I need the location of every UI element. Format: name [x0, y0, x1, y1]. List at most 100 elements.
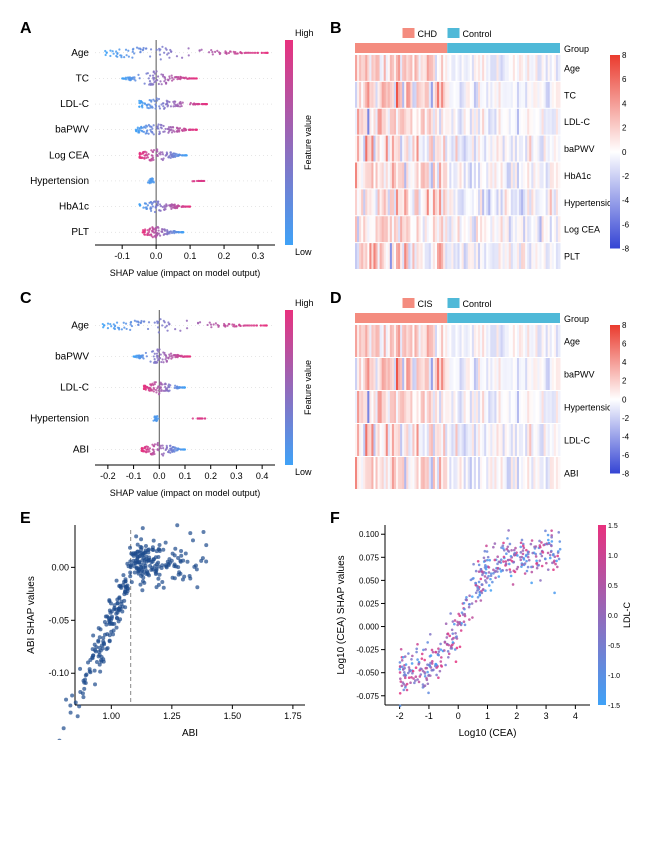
svg-text:-6: -6 [622, 220, 630, 229]
svg-text:1.0: 1.0 [608, 553, 618, 560]
scatter-E: 1.001.251.501.75-0.10-0.050.00ABIABI SHA… [20, 510, 320, 740]
svg-text:-0.1: -0.1 [126, 471, 142, 481]
svg-text:4: 4 [622, 99, 627, 108]
svg-text:Hypertension: Hypertension [30, 176, 89, 187]
svg-text:0.100: 0.100 [359, 530, 380, 539]
svg-text:1.75: 1.75 [284, 711, 302, 721]
svg-text:1: 1 [485, 711, 490, 721]
panel-A: A Age TC LDL-C baPWV Log CEA Hypertension HbA1… [20, 20, 320, 280]
svg-text:Age: Age [564, 337, 580, 347]
svg-text:-8: -8 [622, 470, 630, 479]
scatter-F: -2-101234-0.075-0.050-0.0250.0000.0250.0… [330, 510, 630, 740]
panel-label-F: F [330, 510, 340, 528]
svg-text:0.1: 0.1 [179, 471, 192, 481]
svg-text:-8: -8 [622, 245, 630, 254]
svg-text:-0.2: -0.2 [100, 471, 116, 481]
svg-text:8: 8 [622, 51, 627, 60]
svg-text:1.50: 1.50 [224, 711, 242, 721]
figure-grid: A Age TC LDL-C baPWV Log CEA Hypertension HbA1… [20, 20, 630, 740]
svg-text:SHAP value (impact on model ou: SHAP value (impact on model output) [110, 268, 260, 278]
svg-text:Low: Low [295, 467, 312, 477]
svg-text:0.4: 0.4 [256, 471, 269, 481]
panel-label-A: A [20, 20, 32, 38]
svg-text:Low: Low [295, 247, 312, 257]
svg-text:-4: -4 [622, 196, 630, 205]
svg-text:HbA1c: HbA1c [59, 202, 89, 213]
svg-text:0: 0 [456, 711, 461, 721]
svg-text:0.1: 0.1 [184, 251, 197, 261]
svg-text:-0.10: -0.10 [48, 668, 69, 678]
svg-text:Age: Age [564, 63, 580, 73]
panel-label-D: D [330, 290, 342, 308]
svg-text:2: 2 [514, 711, 519, 721]
svg-text:baPWV: baPWV [564, 370, 595, 380]
heatmap-B: CHDControlGroupAgeTCLDL-CbaPWVHbA1cHyper… [330, 20, 630, 280]
panel-D: D CISControlGroupAgebaPWVHypertensionLDL… [330, 290, 630, 500]
svg-text:2: 2 [622, 124, 627, 133]
svg-text:HbA1c: HbA1c [564, 171, 592, 181]
svg-text:baPWV: baPWV [564, 144, 595, 154]
svg-text:-4: -4 [622, 432, 630, 441]
svg-text:6: 6 [622, 75, 627, 84]
shap-plot-A: Age TC LDL-C baPWV Log CEA Hypertension HbA1c P… [20, 20, 320, 280]
panel-F: F -2-101234-0.075-0.050-0.0250.0000.0250… [330, 510, 630, 740]
svg-text:8: 8 [622, 321, 627, 330]
svg-text:baPWV: baPWV [55, 352, 89, 363]
svg-text:baPWV: baPWV [55, 125, 89, 136]
svg-text:High: High [295, 28, 314, 38]
svg-text:0: 0 [622, 395, 627, 404]
svg-text:-1.5: -1.5 [608, 703, 620, 710]
svg-text:-2: -2 [622, 414, 630, 423]
panel-label-B: B [330, 20, 342, 38]
svg-text:-2: -2 [622, 172, 630, 181]
svg-text:Feature value: Feature value [303, 115, 313, 170]
svg-text:Hypertension: Hypertension [564, 198, 617, 208]
svg-text:0.2: 0.2 [204, 471, 217, 481]
svg-text:-0.025: -0.025 [356, 646, 379, 655]
svg-text:Log CEA: Log CEA [49, 150, 89, 161]
svg-text:PLT: PLT [71, 227, 89, 238]
svg-text:Log10 (CEA): Log10 (CEA) [459, 728, 517, 739]
svg-text:PLT: PLT [564, 252, 580, 262]
svg-text:0.075: 0.075 [359, 553, 380, 562]
svg-text:ABI SHAP values: ABI SHAP values [26, 576, 37, 654]
svg-text:LDL-C: LDL-C [60, 383, 89, 394]
svg-text:-1.0: -1.0 [608, 673, 620, 680]
svg-text:-1: -1 [425, 711, 433, 721]
svg-text:LDL-C: LDL-C [60, 99, 89, 110]
svg-text:0.2: 0.2 [218, 251, 231, 261]
svg-text:TC: TC [76, 73, 89, 84]
heatmap-D: CISControlGroupAgebaPWVHypertensionLDL-C… [330, 290, 630, 500]
svg-text:Age: Age [71, 48, 89, 59]
svg-text:-0.05: -0.05 [48, 615, 69, 625]
svg-text:High: High [295, 298, 314, 308]
svg-text:Age: Age [71, 321, 89, 332]
svg-text:0.5: 0.5 [608, 583, 618, 590]
svg-text:6: 6 [622, 340, 627, 349]
svg-text:LDL-C: LDL-C [564, 117, 591, 127]
panel-label-C: C [20, 290, 32, 308]
svg-text:1.25: 1.25 [163, 711, 181, 721]
svg-text:-0.050: -0.050 [356, 669, 379, 678]
svg-text:0.0: 0.0 [608, 613, 618, 620]
svg-text:0.3: 0.3 [230, 471, 243, 481]
svg-text:0.000: 0.000 [359, 623, 380, 632]
svg-text:Group: Group [564, 314, 589, 324]
svg-text:TC: TC [564, 90, 576, 100]
svg-text:0.0: 0.0 [153, 471, 166, 481]
svg-text:3: 3 [544, 711, 549, 721]
svg-text:CIS: CIS [418, 299, 433, 309]
svg-text:0: 0 [622, 148, 627, 157]
svg-text:0.3: 0.3 [252, 251, 265, 261]
svg-text:1.00: 1.00 [103, 711, 121, 721]
panel-B: B CHDControlGroupAgeTCLDL-CbaPWVHbA1cHyp… [330, 20, 630, 280]
svg-text:0.00: 0.00 [51, 562, 69, 572]
shap-plot-C: AgebaPWVLDL-CHypertensionABI-0.2-0.10.00… [20, 290, 320, 500]
svg-text:Hypertension: Hypertension [30, 414, 89, 425]
svg-text:4: 4 [573, 711, 578, 721]
svg-text:LDL-C: LDL-C [622, 602, 630, 629]
panel-label-E: E [20, 510, 31, 528]
svg-text:-6: -6 [622, 451, 630, 460]
svg-text:Hypertension: Hypertension [564, 403, 617, 413]
svg-text:LDL-C: LDL-C [564, 436, 591, 446]
